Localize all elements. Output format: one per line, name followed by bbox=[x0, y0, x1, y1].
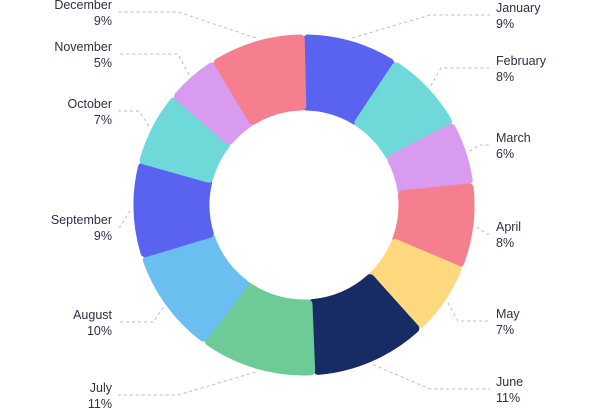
leader-december bbox=[118, 11, 256, 39]
leader-april bbox=[476, 226, 490, 235]
leader-july bbox=[118, 371, 256, 396]
leader-march bbox=[469, 144, 490, 152]
label-march: March bbox=[496, 131, 531, 145]
label-june: June bbox=[496, 375, 523, 389]
value-label-january: 9% bbox=[496, 17, 514, 31]
value-label-august: 10% bbox=[87, 324, 112, 338]
label-april: April bbox=[496, 220, 521, 234]
label-december: December bbox=[54, 0, 112, 12]
value-label-june: 11% bbox=[496, 391, 520, 405]
slice-september bbox=[133, 162, 214, 258]
label-january: January bbox=[496, 1, 541, 15]
value-label-march: 6% bbox=[496, 147, 514, 161]
label-may: May bbox=[496, 307, 520, 321]
leader-lines bbox=[118, 11, 490, 396]
leader-september bbox=[118, 210, 131, 228]
label-august: August bbox=[73, 308, 112, 322]
slice-may bbox=[368, 239, 462, 328]
leader-june bbox=[372, 364, 490, 390]
value-label-september: 9% bbox=[94, 229, 112, 243]
value-label-february: 8% bbox=[496, 70, 514, 84]
donut-slices bbox=[133, 34, 475, 376]
value-label-july: 11% bbox=[88, 397, 112, 409]
slice-november bbox=[174, 62, 254, 145]
label-july: July bbox=[90, 381, 113, 395]
slice-august bbox=[142, 233, 249, 342]
slice-february bbox=[354, 62, 453, 160]
slice-october bbox=[139, 97, 231, 183]
leader-february bbox=[430, 67, 490, 87]
label-february: February bbox=[496, 54, 547, 68]
slice-july bbox=[205, 281, 316, 376]
slice-december bbox=[213, 34, 307, 125]
slice-labels: January 9% February 8% March 6% April 8% May 7% Ju… bbox=[51, 0, 547, 409]
slice-march bbox=[387, 123, 473, 195]
value-label-april: 8% bbox=[496, 236, 514, 250]
value-label-october: 7% bbox=[94, 113, 112, 127]
leader-august bbox=[118, 306, 164, 323]
value-label-november: 5% bbox=[94, 56, 112, 70]
leader-may bbox=[447, 302, 490, 322]
label-november: November bbox=[54, 40, 112, 54]
value-label-may: 7% bbox=[496, 323, 514, 337]
slice-june bbox=[307, 274, 420, 375]
value-label-december: 9% bbox=[94, 14, 112, 28]
slice-april bbox=[392, 183, 475, 268]
label-september: September bbox=[51, 213, 112, 227]
slice-january bbox=[301, 34, 395, 125]
label-october: October bbox=[68, 97, 112, 111]
leader-january bbox=[352, 14, 490, 39]
leader-november bbox=[118, 53, 190, 75]
leader-october bbox=[118, 110, 150, 127]
